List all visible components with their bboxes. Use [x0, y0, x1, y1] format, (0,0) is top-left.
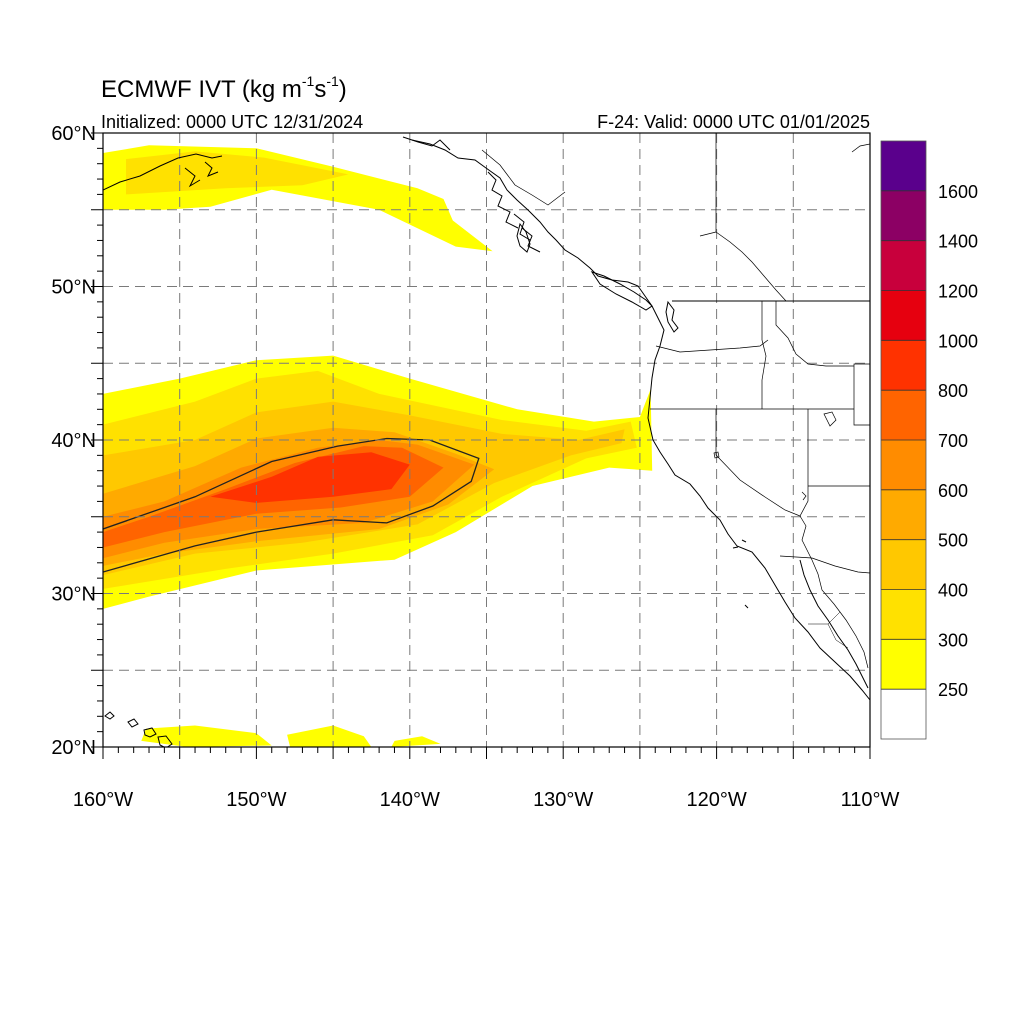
colorbar-bin — [881, 489, 926, 540]
ivt-patch-4 — [391, 736, 441, 747]
vancouver-island — [590, 271, 653, 311]
lon-tick-label: 130°W — [533, 789, 593, 811]
alaska-canada-border-south — [481, 149, 566, 206]
colorbar-label: 500 — [938, 531, 968, 551]
colorbar-bin — [881, 240, 926, 291]
lat-tick-label: 50°N — [51, 277, 96, 299]
axis-ticks — [91, 132, 871, 759]
hawaii-island-kauai — [104, 711, 115, 720]
ivt-contour-500 — [103, 437, 480, 573]
ivt-patch-1 — [126, 151, 349, 195]
alaska-coastline-east — [402, 136, 451, 151]
colorbar-bin — [881, 340, 926, 391]
alaska-panhandle-islands — [487, 171, 541, 253]
colorbar-label: 600 — [938, 481, 968, 501]
colorbar-label: 250 — [938, 680, 968, 700]
utah-border — [808, 363, 870, 487]
colorbar-frame — [880, 140, 927, 740]
hudson-coast-fragment — [851, 143, 870, 153]
alaska-coastline — [103, 153, 223, 191]
ivt-patch-3 — [287, 725, 372, 747]
us-mexico-border — [779, 555, 870, 574]
colorbar-label: 1600 — [938, 182, 978, 202]
lon-tick-label: 150°W — [226, 789, 286, 811]
ivt-shading — [103, 145, 653, 747]
coastlines-and-borders — [103, 133, 870, 747]
lat-tick-label: 20°N — [51, 737, 96, 759]
colorbar-label: 800 — [938, 381, 968, 401]
colorbar-bin — [881, 639, 926, 690]
haida-gwaii-island — [516, 222, 531, 253]
colorbar-bin — [881, 589, 926, 640]
colorbar-bin — [881, 689, 926, 740]
hawaii-island-big — [157, 735, 173, 747]
chart-title: ECMWF IVT (kg m-1s-1) — [101, 73, 347, 103]
lat-tick-label: 30°N — [51, 584, 96, 606]
colorbar-bin — [881, 290, 926, 341]
colorbar-bin — [881, 190, 926, 241]
valid-time-label: F-24: Valid: 0000 UTC 01/01/2025 — [597, 112, 870, 132]
idaho-border — [761, 301, 854, 409]
baja-california-coastline — [799, 559, 869, 689]
lon-tick-label: 160°W — [73, 789, 133, 811]
ivt-contours — [103, 437, 480, 573]
lat-tick-label: 40°N — [51, 430, 96, 452]
longitude-axis: 160°W 150°W 140°W 130°W 120°W 110°W — [73, 789, 900, 811]
colorbar-bin — [881, 539, 926, 590]
washington-oregon-border — [655, 339, 769, 353]
init-time-label: Initialized: 0000 UTC 12/31/2024 — [101, 112, 363, 132]
hawaii-island-oahu — [127, 718, 139, 728]
hawaii-island-maui — [143, 727, 157, 738]
mexico-state-lines — [808, 611, 849, 649]
colorado-river-border — [799, 515, 813, 561]
lon-tick-label: 120°W — [686, 789, 746, 811]
lake-tahoe — [713, 451, 720, 459]
ivt-level-800 — [210, 452, 410, 503]
colorbar-bin — [881, 141, 926, 192]
nevada-border — [715, 409, 809, 517]
colorbar-label: 400 — [938, 581, 968, 601]
puget-sound — [665, 300, 679, 333]
colorbar-label: 1000 — [938, 331, 978, 351]
map-area — [103, 133, 870, 747]
colorbar-label: 300 — [938, 630, 968, 650]
map-gridlines — [103, 133, 870, 747]
bc-alberta-border — [715, 231, 787, 302]
lon-tick-label: 140°W — [380, 789, 440, 811]
colorbar-label: 1200 — [938, 282, 978, 302]
lat-tick-label: 60°N — [51, 123, 96, 145]
west-coast-coastline — [411, 139, 870, 701]
latitude-axis: 60°N 50°N 40°N 30°N 20°N — [51, 123, 96, 759]
colorbar-label: 700 — [938, 431, 968, 451]
colorbar-label: 1400 — [938, 232, 978, 252]
colorbar-bin — [881, 390, 926, 441]
lake-mead — [801, 491, 807, 501]
lon-tick-label: 110°W — [841, 789, 900, 811]
colorbar-bin — [881, 440, 926, 491]
channel-islands — [732, 539, 749, 609]
colorbar: 250 300 400 500 600 700 800 1000 1200 1400 1600 — [880, 140, 978, 740]
ivt-patch-2 — [141, 725, 272, 747]
alaska-canada-border — [699, 133, 717, 237]
great-salt-lake — [823, 411, 837, 427]
